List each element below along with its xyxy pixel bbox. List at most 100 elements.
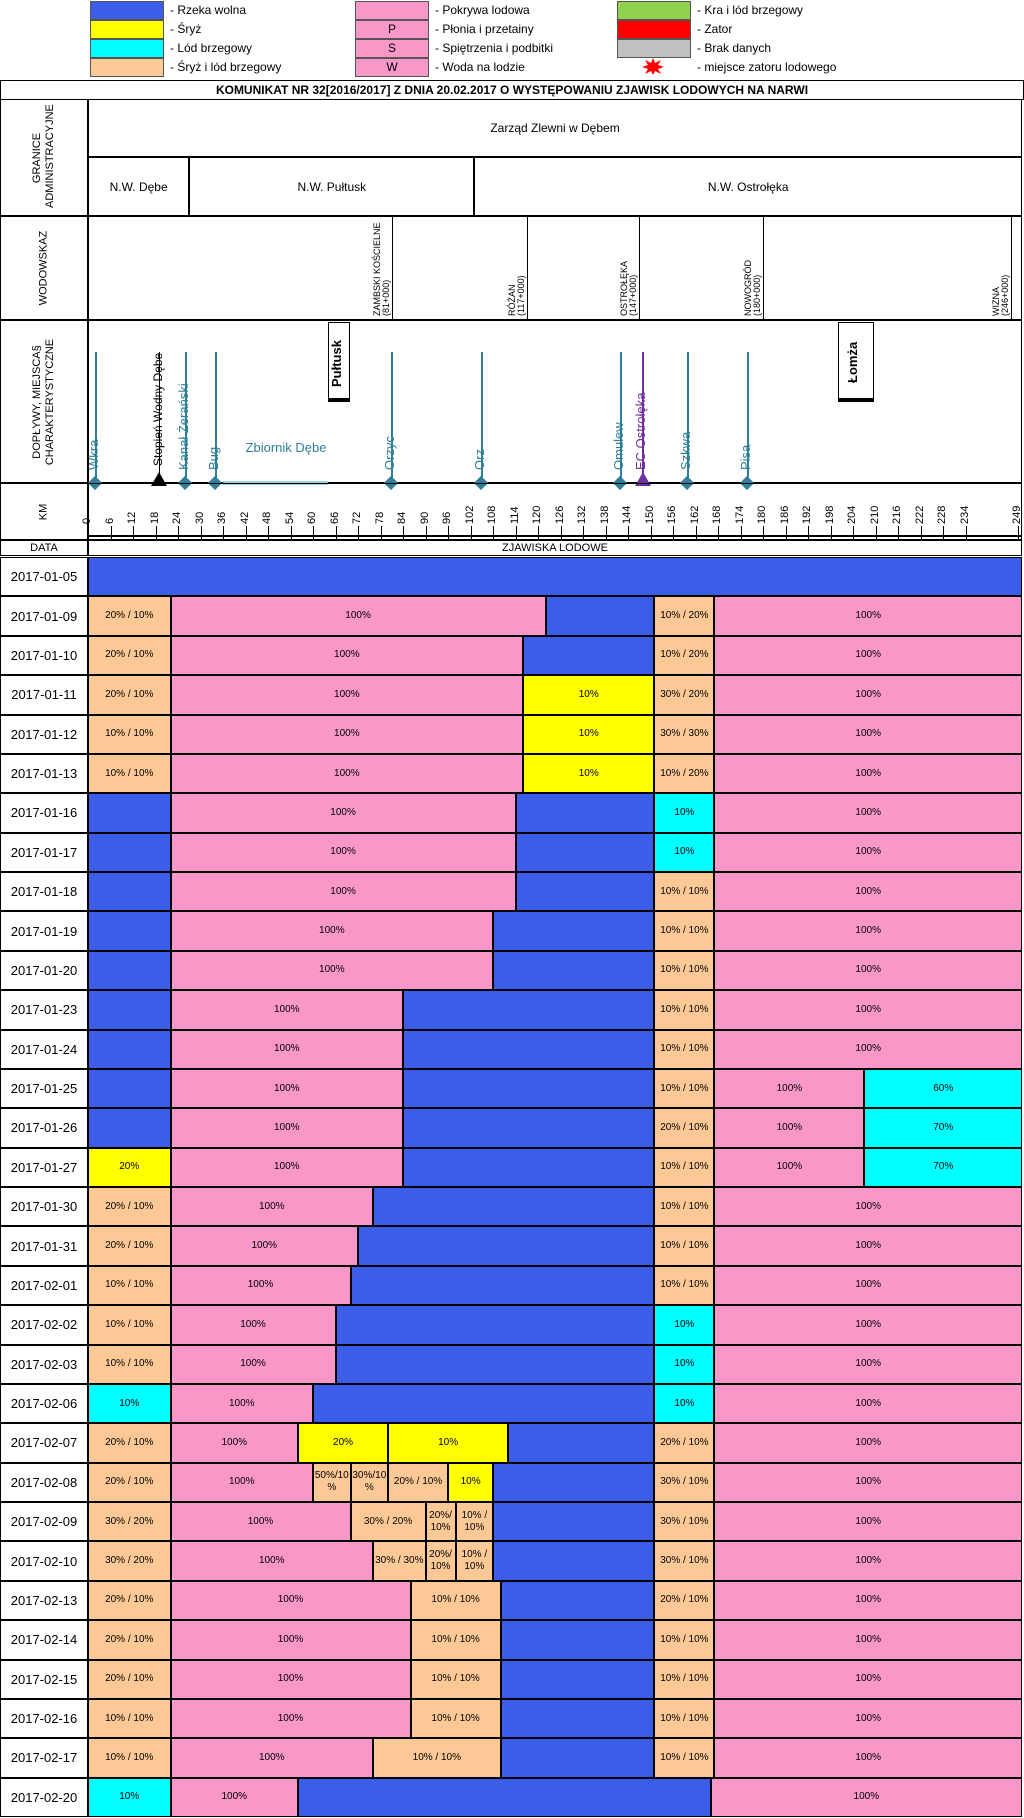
ec-triangle-icon <box>635 472 652 486</box>
legend-swatch <box>617 39 691 58</box>
date-cell: 2017-02-13 <box>0 1580 88 1621</box>
legend-item: W - Woda na lodzie <box>355 58 615 77</box>
ice-segment: 10% / 10% <box>88 1698 171 1739</box>
legend-item: - miejsce zatoru lodowego <box>617 58 877 76</box>
ice-segment: 100% <box>170 1423 299 1463</box>
ice-segment: 100% <box>714 1738 1022 1778</box>
ice-segment: 100% <box>170 1580 411 1621</box>
lomza-bar <box>838 398 875 402</box>
ice-segment: 100% <box>170 1147 404 1187</box>
ice-segment: 10% / 10% <box>654 1698 715 1739</box>
ice-segment <box>88 1029 171 1069</box>
gauge-km-label: (246+000) <box>999 274 1010 316</box>
ice-segment: 100% <box>170 990 404 1030</box>
km-tick <box>920 526 922 539</box>
ice-segment: 10% <box>654 832 715 872</box>
ice-segment: 10% / 20% <box>654 596 715 636</box>
tributary-label: Kanał Żerański <box>175 383 191 470</box>
legend-item: - Śryż <box>90 20 350 39</box>
ice-segment: 100% <box>714 1305 1022 1345</box>
km-tick-label: 174 <box>733 505 746 524</box>
tributary-line <box>94 352 97 482</box>
ice-segment: 100% <box>170 1698 411 1739</box>
ice-segment <box>403 1108 655 1148</box>
ice-segment: 10% / 10% <box>654 990 715 1030</box>
ice-segment <box>403 990 655 1030</box>
ice-segment: 30% / 30% <box>654 714 715 754</box>
km-tick <box>133 526 134 539</box>
ice-segment: 30% / 10% <box>654 1502 715 1542</box>
km-tick <box>515 526 517 539</box>
legend-item: - Rzeka wolna <box>90 1 350 20</box>
date-cell: 2017-01-27 <box>0 1147 88 1187</box>
legend-item: - Kra i lód brzegowy <box>617 1 877 20</box>
lomza-label: Łomża <box>845 341 861 383</box>
km-tick-label: 144 <box>621 505 634 524</box>
ice-segment: 10% / 10% <box>410 1698 501 1739</box>
ice-segment: 10% / 10% <box>654 950 715 991</box>
km-tick-label: 210 <box>868 505 881 524</box>
ice-segment: 10% / 10% <box>654 1659 715 1699</box>
km-tick-label: 78 <box>373 511 386 524</box>
ice-segment: 100% <box>714 753 1022 794</box>
ice-segment: 100% <box>170 1502 351 1542</box>
ice-segment: 30% / 20% <box>88 1541 171 1581</box>
km-tick <box>673 526 675 539</box>
ice-segment: 100% <box>714 950 1022 991</box>
ice-segment: 100% <box>714 1580 1022 1621</box>
ice-segment <box>313 1383 655 1424</box>
ice-segment: 100% <box>714 1383 1022 1424</box>
ice-segment: 20% / 10% <box>88 1580 171 1621</box>
ice-segment: 30% / 10% <box>654 1541 715 1581</box>
date-cell: 2017-01-23 <box>0 990 88 1030</box>
ice-segment: 20% / 10% <box>88 635 171 676</box>
km-tick-label: 6 <box>103 517 116 524</box>
ice-segment: 100% <box>714 1462 1022 1502</box>
tributary-line <box>480 352 483 482</box>
km-tick-label: 156 <box>666 505 679 524</box>
ice-segment: 100% <box>714 1541 1022 1581</box>
ice-segment: 10% / 10% <box>410 1580 501 1621</box>
ice-segment: 10% <box>654 1383 715 1424</box>
legend-swatch <box>617 1 691 20</box>
date-cell: 2017-02-08 <box>0 1462 88 1502</box>
legend-swatch <box>90 20 164 39</box>
ice-segment <box>403 1068 655 1109</box>
ice-segment: 30% / 20% <box>350 1502 426 1542</box>
ice-segment: 10% <box>654 1344 715 1384</box>
date-cell: 2017-01-10 <box>0 635 88 676</box>
ice-segment: 100% <box>714 872 1022 912</box>
tributary-label: Pisa <box>738 444 754 470</box>
date-cell: 2017-02-16 <box>0 1698 88 1739</box>
date-cell: 2017-01-20 <box>0 950 88 991</box>
ice-segment: 100% <box>714 1265 1022 1306</box>
ice-segment: 100% <box>714 1423 1022 1463</box>
ice-segment: 20% / 10% <box>654 1108 715 1148</box>
ice-segment: 100% <box>714 1187 1022 1227</box>
km-tick <box>808 526 810 539</box>
date-header: DATA <box>0 540 88 556</box>
km-tick-label: 162 <box>688 505 701 524</box>
legend-item: - Zator <box>617 20 877 39</box>
nw-cell: N.W. Ostrołęka <box>474 157 1022 216</box>
tributary-line <box>390 352 393 482</box>
km-tick-label: 96 <box>441 511 454 524</box>
gauge-line <box>391 216 393 320</box>
legend-swatch <box>90 58 164 77</box>
km-tick-label: 150 <box>643 505 656 524</box>
ice-segment <box>493 911 655 951</box>
legend-swatch <box>90 1 164 20</box>
km-tick <box>493 526 495 539</box>
ice-segment: 20% <box>298 1423 389 1463</box>
ice-segment: 10% / 10% <box>654 1738 715 1778</box>
ice-segment: 30% / 20% <box>654 675 715 715</box>
legend-item: - Pokrywa lodowa <box>355 1 615 20</box>
ice-segment: 10% <box>523 675 655 715</box>
km-tick-label: 138 <box>598 505 611 524</box>
ice-segment <box>403 1147 655 1187</box>
km-tick-label: 186 <box>778 505 791 524</box>
ice-segment: 10% / 10% <box>654 1187 715 1227</box>
km-tick <box>223 526 225 539</box>
km-tick <box>178 526 180 539</box>
ice-segment: 100% <box>170 872 516 912</box>
